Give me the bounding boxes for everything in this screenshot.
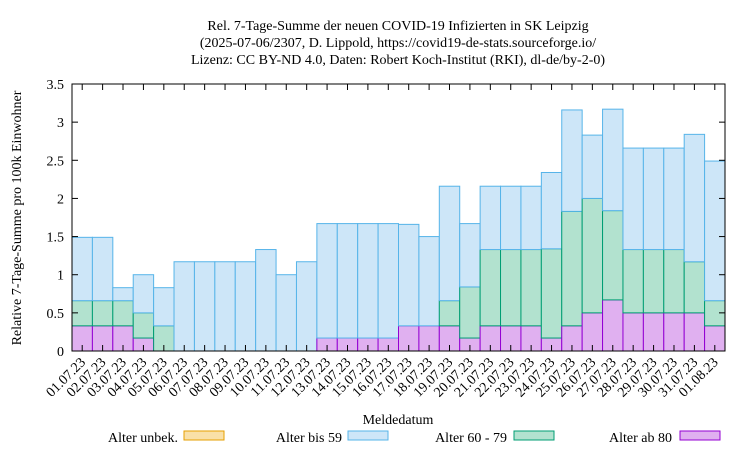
- chart-title: Rel. 7-Tage-Summe der neuen COVID-19 Inf…: [207, 19, 588, 34]
- bar-u59-17.07.23: [398, 223, 420, 327]
- bar-a6079-30.07.23: [663, 249, 685, 314]
- legend-label: Alter ab 80: [609, 431, 672, 446]
- legend-label: Alter 60 - 79: [435, 431, 507, 446]
- bar-u59-01.07.23: [71, 236, 93, 302]
- bar-a6079-31.07.23: [683, 261, 706, 314]
- bar-a80-27.07.23: [602, 299, 624, 352]
- legend-swatch-a80: [679, 430, 721, 441]
- bar-u59-14.07.23: [336, 223, 359, 339]
- bar-a6079-02.07.23: [91, 300, 114, 327]
- x-axis-label: Meldedatum: [363, 413, 434, 428]
- bar-u59-28.07.23: [622, 147, 644, 251]
- bar-a6079-22.07.23: [500, 249, 522, 327]
- y-tick-label: 3.5: [47, 78, 65, 93]
- bar-a6079-23.07.23: [520, 249, 542, 327]
- y-tick-label: 2: [57, 192, 64, 207]
- bar-u59-04.07.23: [132, 274, 155, 314]
- y-tick-label: 0: [57, 345, 64, 360]
- bar-u59-08.07.23: [214, 261, 236, 352]
- bars-group: [71, 108, 726, 352]
- bar-u59-11.07.23: [275, 274, 297, 352]
- bar-a6079-26.07.23: [581, 197, 604, 314]
- bar-a6079-28.07.23: [622, 249, 644, 314]
- bar-u59-26.07.23: [581, 134, 604, 199]
- y-tick-label: 3: [57, 116, 64, 131]
- bar-a6079-27.07.23: [602, 210, 624, 301]
- bar-u59-01.08.23: [704, 160, 726, 302]
- y-axis-label: Relative 7-Tage-Summe pro 100k Einwohner: [10, 90, 25, 345]
- bar-u59-09.07.23: [234, 261, 257, 352]
- bar-a6079-20.07.23: [459, 286, 481, 339]
- bar-u59-15.07.23: [357, 223, 379, 339]
- bar-u59-16.07.23: [377, 223, 399, 339]
- bar-a6079-29.07.23: [642, 249, 665, 314]
- y-tick-label: 0.5: [47, 307, 65, 322]
- bar-u59-31.07.23: [683, 133, 706, 263]
- bar-u59-30.07.23: [663, 147, 685, 251]
- bar-u59-03.07.23: [112, 287, 134, 302]
- plot-frame: [71, 83, 726, 352]
- chart-subtitle-line-1: (2025-07-06/2307, D. Lippold, https://co…: [200, 36, 596, 51]
- bar-u59-06.07.23: [173, 261, 195, 352]
- legend-swatch-u59: [347, 430, 389, 441]
- chart-subtitle-line-2: Lizenz: CC BY-ND 4.0, Daten: Robert Koch…: [191, 53, 605, 68]
- bar-u59-23.07.23: [520, 185, 542, 251]
- y-tick-label: 2.5: [47, 154, 65, 169]
- bar-u59-05.07.23: [153, 287, 175, 327]
- legend-label: Alter unbek.: [108, 431, 178, 446]
- legend: Alter unbek. Alter bis 59 Alter 60 - 79 Alt…: [108, 430, 721, 446]
- legend-label: Alter bis 59: [276, 431, 342, 446]
- bar-u59-18.07.23: [418, 236, 440, 327]
- bar-u59-20.07.23: [459, 223, 481, 288]
- bar-a6079-03.07.23: [112, 300, 134, 327]
- bar-a6079-24.07.23: [540, 248, 563, 339]
- bar-u59-02.07.23: [91, 236, 114, 302]
- bar-u59-22.07.23: [500, 185, 522, 251]
- bar-a6079-21.07.23: [479, 249, 502, 327]
- bar-a6079-19.07.23: [438, 300, 461, 327]
- y-tick-label: 1.5: [47, 231, 65, 246]
- bar-u59-27.07.23: [602, 108, 624, 212]
- bar-u59-07.07.23: [193, 261, 216, 352]
- bar-u59-12.07.23: [295, 261, 318, 352]
- bar-u59-10.07.23: [255, 249, 277, 352]
- bar-u59-19.07.23: [438, 185, 461, 302]
- bar-a6079-25.07.23: [561, 210, 583, 327]
- bar-u59-29.07.23: [642, 147, 665, 251]
- legend-swatch-a6079: [513, 430, 555, 441]
- axes-group: 00.511.522.533.501.07.2302.07.2303.07.23…: [44, 78, 726, 400]
- bar-u59-25.07.23: [561, 109, 583, 212]
- bar-u59-21.07.23: [479, 185, 502, 251]
- legend-swatch-unbek: [183, 430, 225, 441]
- bar-a6079-04.07.23: [132, 312, 155, 339]
- bar-u59-24.07.23: [540, 171, 563, 250]
- bar-u59-13.07.23: [316, 223, 338, 339]
- y-tick-label: 1: [57, 269, 64, 284]
